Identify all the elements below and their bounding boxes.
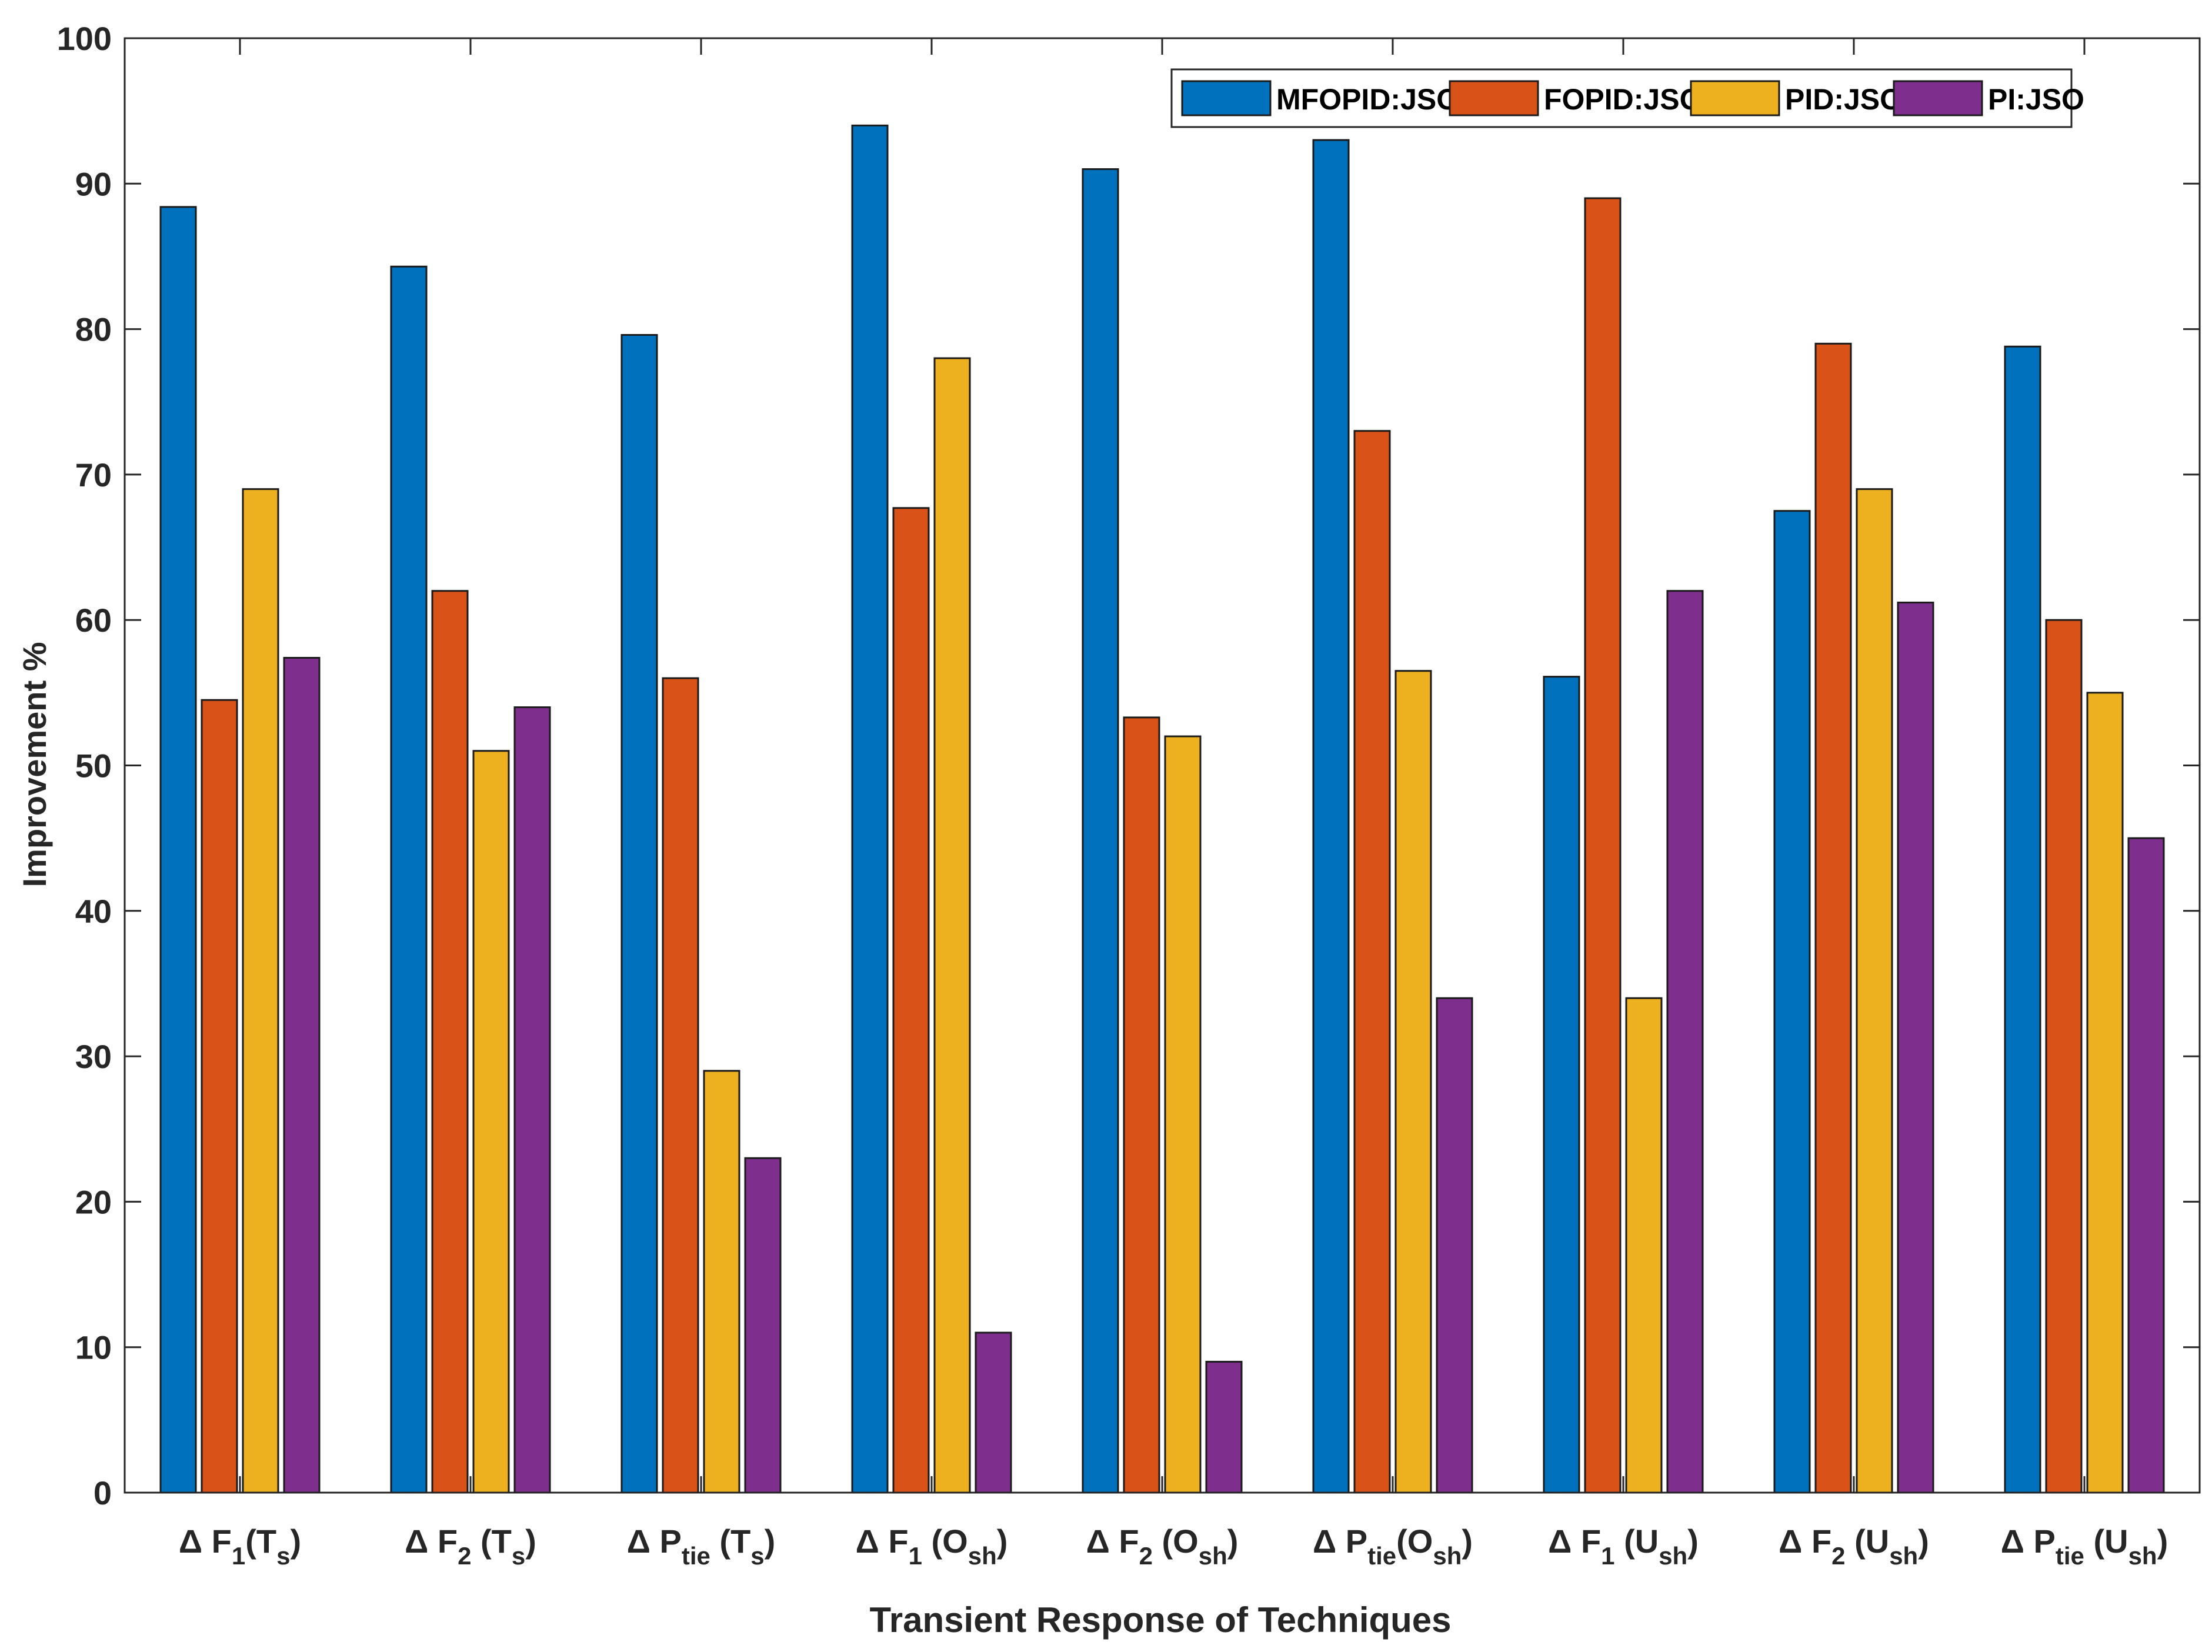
y-tick-label: 100 — [57, 20, 112, 57]
bar-pid-jso-1 — [472, 750, 510, 1494]
bar-pid-jso-0 — [242, 488, 279, 1494]
bar-fopid-jso-2 — [662, 677, 699, 1494]
bar-pid-jso-8 — [2086, 692, 2124, 1494]
bar-mfopid-jso-5 — [1312, 139, 1350, 1494]
bar-mfopid-jso-4 — [1082, 168, 1119, 1494]
bar-mfopid-jso-6 — [1543, 676, 1580, 1494]
y-tick-label: 70 — [75, 456, 112, 493]
bar-pid-jso-4 — [1164, 735, 1202, 1494]
bar-pi-jso-4 — [1205, 1360, 1243, 1494]
x-tick-label: Δ F1 (Osh) — [856, 1523, 1008, 1570]
bar-fopid-jso-1 — [431, 590, 469, 1494]
bar-mfopid-jso-3 — [851, 124, 889, 1494]
legend: MFOPID:JSO FOPID:JSO PID:JSO PI:JSO — [1170, 68, 2084, 128]
y-tick-label: 60 — [75, 602, 112, 639]
x-tick-label: Δ F2 (Ush) — [1779, 1523, 1929, 1570]
bar-pid-jso-5 — [1394, 670, 1432, 1494]
y-tick-label: 80 — [75, 311, 112, 348]
legend-label: FOPID:JSO — [1544, 83, 1702, 116]
bar-fopid-jso-4 — [1123, 716, 1160, 1494]
bar-mfopid-jso-8 — [2004, 345, 2041, 1494]
y-tick-label: 40 — [75, 893, 112, 930]
bar-fopid-jso-7 — [1814, 342, 1852, 1494]
legend-label: MFOPID:JSO — [1276, 83, 1459, 116]
bar-fopid-jso-8 — [2045, 619, 2083, 1494]
y-ticks-layer: 0 10 20 30 40 50 60 70 80 90 100 — [57, 20, 2200, 1511]
bar-fopid-jso-0 — [201, 699, 238, 1494]
y-tick-label: 30 — [75, 1038, 112, 1075]
x-axis-title: Transient Response of Techniques — [869, 1600, 1451, 1640]
x-tick-label: Δ Ptie (Ush) — [2001, 1523, 2168, 1570]
bar-pi-jso-6 — [1666, 590, 1704, 1494]
y-axis-title: Improvement % — [16, 642, 53, 887]
bar-mfopid-jso-2 — [620, 333, 658, 1494]
bar-mfopid-jso-0 — [159, 206, 197, 1494]
bar-fopid-jso-5 — [1353, 430, 1391, 1494]
bar-mfopid-jso-7 — [1773, 510, 1811, 1494]
bar-mfopid-jso-1 — [390, 265, 428, 1494]
bar-fopid-jso-3 — [892, 507, 930, 1494]
y-tick-label: 50 — [75, 747, 112, 785]
bar-pi-jso-5 — [1436, 997, 1473, 1494]
bar-pi-jso-8 — [2127, 837, 2165, 1494]
bar-pi-jso-1 — [513, 706, 551, 1494]
bar-fopid-jso-6 — [1584, 197, 1622, 1494]
legend-label: PI:JSO — [1988, 83, 2084, 116]
bar-pi-jso-7 — [1897, 602, 1934, 1494]
x-tick-label: Δ Ptie(Osh) — [1313, 1523, 1473, 1570]
x-tick-label: Δ F2 (Osh) — [1086, 1523, 1239, 1570]
bar-pid-jso-3 — [933, 357, 971, 1494]
x-tick-label: Δ F2 (Ts) — [405, 1523, 536, 1570]
y-tick-label: 20 — [75, 1183, 112, 1220]
y-tick-label: 0 — [94, 1474, 112, 1511]
bar-pi-jso-0 — [283, 656, 321, 1494]
plot-background — [125, 38, 2200, 1493]
y-tick-label: 90 — [75, 165, 112, 202]
legend-swatch — [1449, 80, 1539, 116]
x-tick-label: Δ F1(Ts) — [179, 1523, 301, 1570]
bar-pid-jso-6 — [1625, 997, 1663, 1494]
y-tick-label: 10 — [75, 1329, 112, 1366]
bars-layer — [125, 38, 2200, 1494]
x-tick-label: Δ F1 (Ush) — [1548, 1523, 1699, 1570]
bar-pi-jso-3 — [975, 1331, 1012, 1494]
legend-swatch — [1690, 80, 1780, 116]
bar-pi-jso-2 — [744, 1157, 782, 1494]
legend-swatch — [1893, 80, 1983, 116]
x-tick-label: Δ Ptie (Ts) — [627, 1523, 776, 1570]
bar-pid-jso-2 — [703, 1070, 740, 1494]
legend-label: PID:JSO — [1785, 83, 1903, 116]
x-ticks-layer: Δ F1(Ts) Δ F2 (Ts) Δ Ptie (Ts) Δ F1 (Osh) Δ … — [179, 38, 2168, 1570]
bar-pid-jso-7 — [1856, 488, 1893, 1494]
legend-swatch — [1181, 80, 1272, 116]
